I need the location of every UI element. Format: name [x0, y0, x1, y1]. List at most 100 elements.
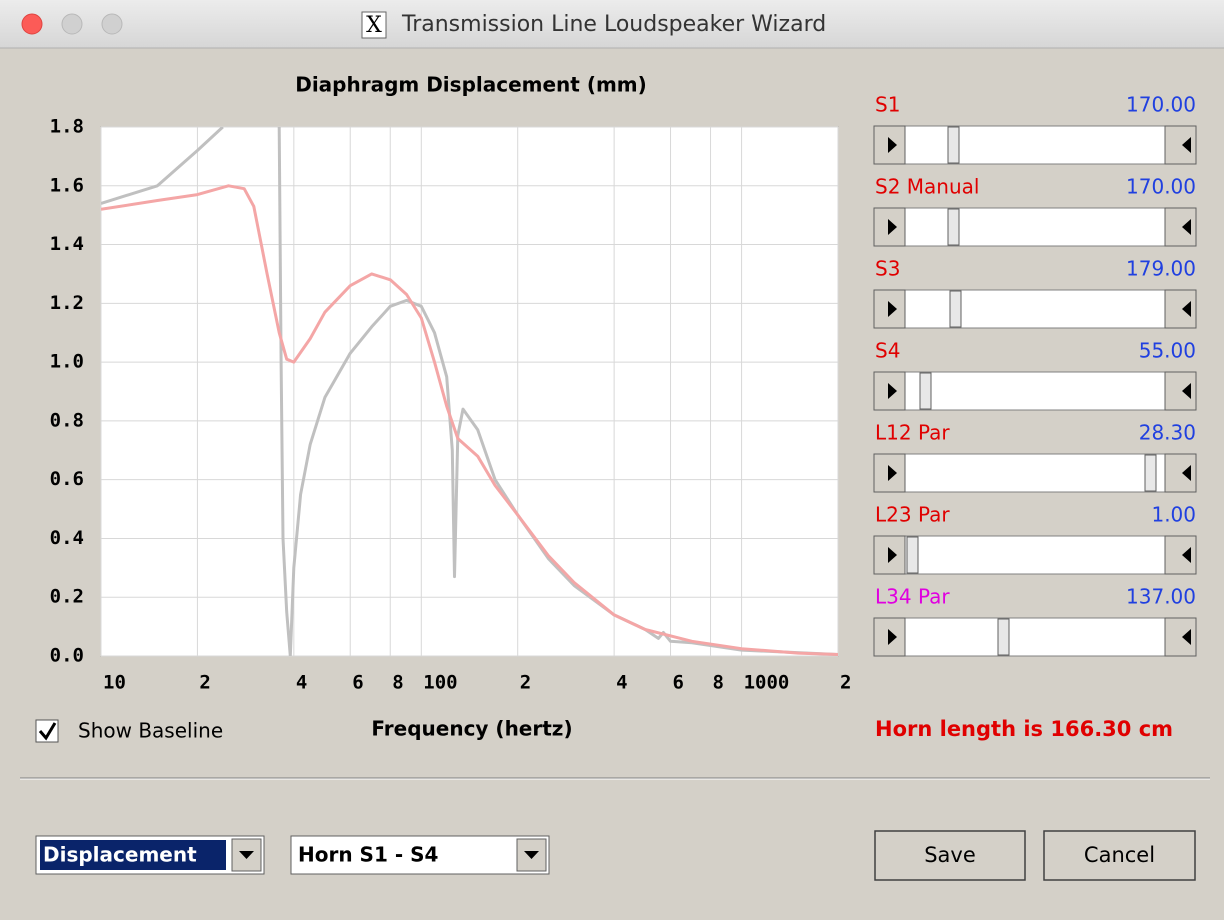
dropdown[interactable] — [290, 835, 550, 875]
x-tick-label: 1000 — [744, 672, 790, 694]
x-tick-label: 6 — [352, 672, 363, 694]
horn-length: Horn length is 166.30 cm — [875, 717, 1173, 741]
x-tick-label: 2 — [840, 672, 851, 694]
arrow — [888, 547, 897, 563]
data-line — [101, 127, 838, 656]
slider-left-button[interactable] — [873, 125, 906, 165]
slider-right-button[interactable] — [1164, 289, 1197, 329]
title-bar — [0, 0, 1224, 48]
slider-right-button[interactable] — [1164, 453, 1197, 493]
slider-track[interactable] — [873, 453, 1197, 493]
controls: S1 170.00 S2 Manual 170.00 S3 179.00 S4 55.00 L1… — [35, 93, 1197, 881]
dropdown-highlight — [40, 840, 226, 870]
slider-track[interactable] — [873, 617, 1197, 657]
chart-title: Diaphragm Displacement (mm) — [295, 73, 647, 97]
x-tick-label: 8 — [392, 672, 403, 694]
slider-value: 55.00 — [1139, 339, 1196, 363]
zoom-button[interactable] — [101, 13, 123, 35]
arrow — [239, 851, 254, 859]
arrow — [888, 301, 897, 317]
app-icon — [361, 11, 387, 39]
slider-thumb[interactable] — [947, 126, 960, 164]
slider-value: 137.00 — [1126, 585, 1196, 609]
button-label[interactable]: Save — [924, 843, 976, 867]
dropdown-text: Horn S1 - S4 — [298, 843, 438, 867]
y-tick-label: 0.0 — [50, 645, 84, 667]
slider-track[interactable] — [873, 207, 1197, 247]
arrow — [888, 137, 897, 153]
checkmark — [38, 722, 57, 741]
arrow — [524, 851, 539, 859]
plot-lines — [101, 127, 838, 656]
x-tick-label: 100 — [423, 672, 457, 694]
slider-label: L12 Par — [875, 421, 950, 445]
slider-thumb[interactable] — [906, 536, 919, 574]
button[interactable] — [874, 830, 1026, 881]
slider-label: S3 — [875, 257, 900, 281]
slider-thumb[interactable] — [1144, 454, 1157, 492]
x-tick-label: 2 — [520, 672, 531, 694]
slider-track[interactable] — [873, 289, 1197, 329]
close-button[interactable] — [21, 13, 43, 35]
slider-right-button[interactable] — [1164, 125, 1197, 165]
y-tick-label: 1.8 — [50, 116, 84, 138]
slider-right-button[interactable] — [1164, 617, 1197, 657]
x-tick-label: 8 — [713, 672, 724, 694]
slider-value: 1.00 — [1151, 503, 1196, 527]
y-tick-label: 1.6 — [50, 174, 84, 196]
arrow — [1182, 629, 1191, 645]
minimize-button[interactable] — [61, 13, 83, 35]
button[interactable] — [1043, 830, 1196, 881]
slider-label: S1 — [875, 93, 900, 117]
arrow — [888, 465, 897, 481]
slider-right-button[interactable] — [1164, 535, 1197, 575]
data-line — [101, 184, 838, 656]
slider-label: L34 Par — [875, 585, 950, 609]
x-axis-label: Frequency (hertz) — [371, 717, 572, 741]
x-tick-label: 10 — [103, 672, 126, 694]
y-tick-label: 0.4 — [50, 527, 84, 549]
window-title: Transmission Line Loudspeaker Wizard — [401, 12, 826, 37]
arrow — [888, 629, 897, 645]
slider-value: 179.00 — [1126, 257, 1196, 281]
app-icon-glyph: X — [366, 13, 382, 38]
y-tick-label: 0.6 — [50, 468, 84, 490]
y-tick-label: 1.0 — [50, 351, 84, 373]
slider-right-button[interactable] — [1164, 207, 1197, 247]
x-tick-label: 4 — [296, 672, 307, 694]
arrow — [1182, 547, 1191, 563]
slider-value: 170.00 — [1126, 93, 1196, 117]
slider-right-button[interactable] — [1164, 371, 1197, 411]
arrow — [1182, 137, 1191, 153]
slider-track[interactable] — [873, 535, 1197, 575]
grid: 10 2 4 6 8 100 2 4 6 8 1000 2 0.0 0.2 0.4 0.6 0.8 1.0 1.2 1… — [50, 116, 852, 694]
y-tick-label: 1.2 — [50, 292, 84, 314]
slider-thumb[interactable] — [947, 208, 960, 246]
slider-thumb[interactable] — [949, 290, 962, 328]
slider-label: S2 Manual — [875, 175, 979, 199]
slider-thumb[interactable] — [997, 618, 1010, 656]
slider-left-button[interactable] — [873, 617, 906, 657]
x-tick-label: 2 — [199, 672, 210, 694]
arrow — [1182, 465, 1191, 481]
slider-value: 28.30 — [1139, 421, 1196, 445]
y-tick-label: 0.2 — [50, 586, 84, 608]
y-tick-label: 0.8 — [50, 409, 84, 431]
arrow — [1182, 301, 1191, 317]
x-tick-label: 6 — [673, 672, 684, 694]
slider-value: 170.00 — [1126, 175, 1196, 199]
slider-thumb[interactable] — [919, 372, 932, 410]
button-label[interactable]: Cancel — [1084, 843, 1155, 867]
slider-label: S4 — [875, 339, 900, 363]
plot-area — [100, 126, 839, 657]
x-tick-label: 4 — [616, 672, 627, 694]
slider-track[interactable] — [873, 125, 1197, 165]
slider-label: L23 Par — [875, 503, 950, 527]
checkbox-label[interactable]: Show Baseline — [78, 719, 223, 743]
dropdown-text: Displacement — [43, 843, 197, 867]
arrow — [888, 383, 897, 399]
arrow — [888, 219, 897, 235]
y-tick-label: 1.4 — [50, 233, 84, 255]
arrow — [1182, 219, 1191, 235]
